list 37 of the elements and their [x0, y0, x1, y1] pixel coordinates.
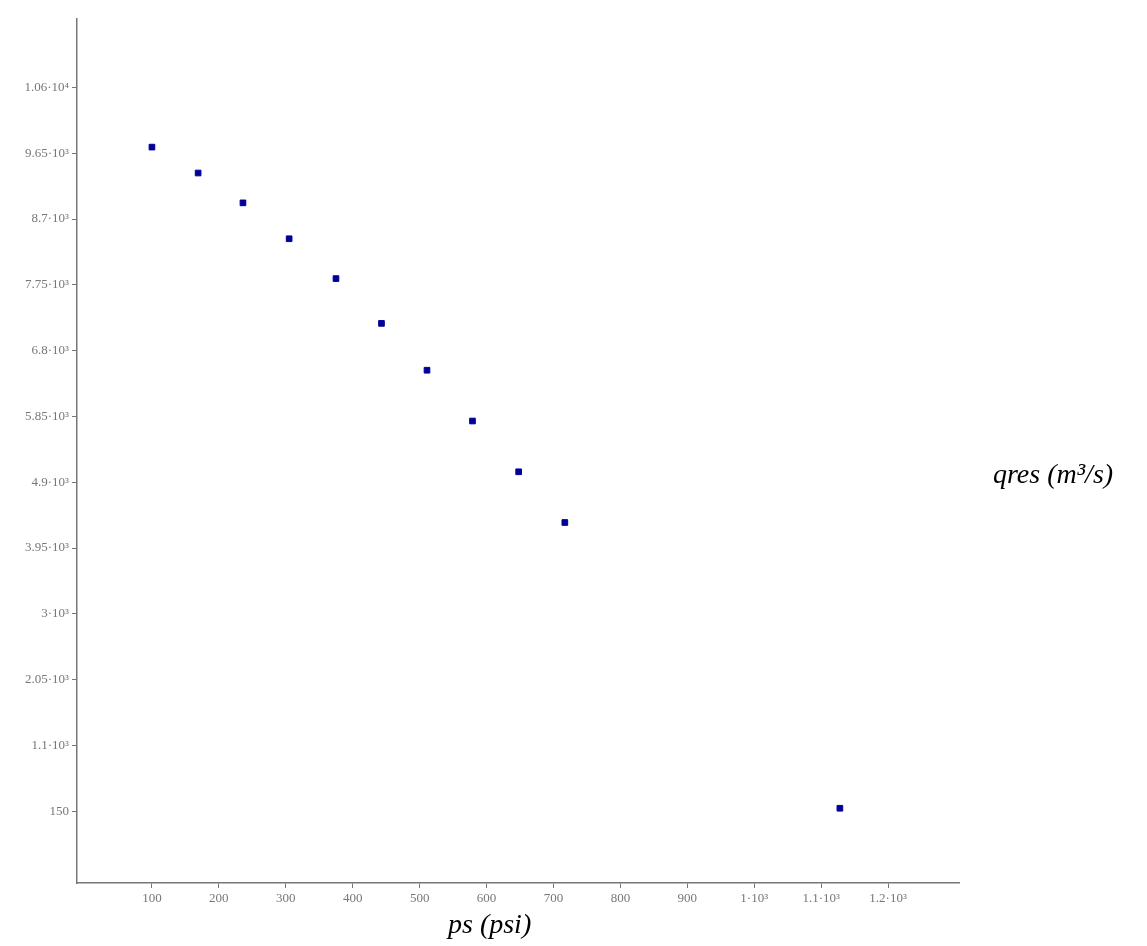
y-tick-label: 6.8·10³: [31, 342, 70, 358]
point: [285, 235, 293, 243]
y-tick-label: 3·10³: [41, 605, 70, 621]
point: [423, 366, 431, 374]
y-tick-label: 2.05·10³: [25, 671, 70, 687]
x-tick-label: 500: [409, 890, 430, 906]
point: [148, 143, 156, 151]
point: [194, 169, 202, 177]
x-tick-label: 700: [543, 890, 564, 906]
x-tick-label: 1.2·10³: [869, 890, 907, 906]
x-tick-label: 400: [342, 890, 363, 906]
x-tick-label: 800: [610, 890, 631, 906]
y-tick-label: 9.65·10³: [25, 144, 70, 160]
y-tick-label: 5.85·10³: [25, 407, 70, 423]
y-tick-label: 4.9·10³: [31, 473, 70, 489]
x-tick-label: 1·10³: [740, 890, 769, 906]
y-tick-label: 1.06·10⁴: [24, 78, 70, 94]
x-tick-label: 600: [476, 890, 497, 906]
x-tick-label: 900: [677, 890, 698, 906]
point: [836, 804, 844, 812]
y-tick-label: 3.95·10³: [25, 539, 70, 555]
x-axis-title: ps (psi): [448, 908, 532, 940]
y-axis-title: qres (m³/s): [993, 458, 1114, 490]
x-tick-label: 100: [142, 890, 162, 906]
x-tick-label: 300: [276, 890, 296, 906]
y-tick-label: 8.7·10³: [31, 210, 70, 226]
x-tick-label: 200: [209, 890, 229, 906]
point: [561, 519, 569, 526]
point: [332, 275, 340, 282]
point: [469, 417, 476, 425]
x-tick-label: 1.1·10³: [802, 890, 840, 906]
point: [239, 199, 247, 207]
y-tick-label: 7.75·10³: [25, 276, 70, 292]
point: [515, 468, 522, 476]
y-tick-label: 1.1·10³: [31, 736, 70, 752]
y-tick-label: 150: [49, 802, 69, 818]
point: [378, 320, 385, 327]
